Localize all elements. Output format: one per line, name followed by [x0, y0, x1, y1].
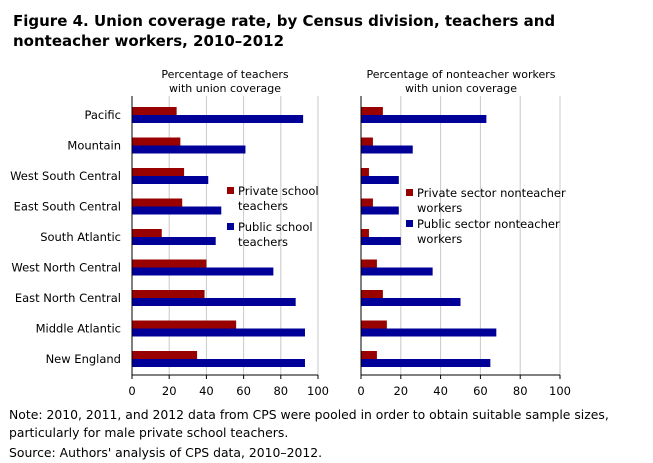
public-bar — [132, 267, 274, 276]
legend-swatch — [227, 223, 234, 230]
legend-label: teachers — [238, 235, 288, 249]
private-bar — [132, 259, 207, 268]
x-tick-label: 40 — [199, 384, 214, 398]
public-bar — [361, 115, 487, 123]
private-bar — [361, 198, 373, 207]
private-bar — [132, 137, 181, 146]
legend-label: Public sector nonteacher — [417, 217, 560, 231]
private-bar — [132, 351, 198, 359]
legend-swatch — [406, 220, 413, 227]
x-tick-label: 0 — [128, 384, 135, 398]
x-tick-label: 60 — [236, 384, 251, 398]
category-label: East North Central — [15, 291, 121, 305]
x-tick-label: 20 — [393, 384, 408, 398]
category-label: East South Central — [14, 200, 121, 214]
public-bar — [132, 237, 216, 245]
public-bar — [132, 145, 246, 154]
x-tick-label: 20 — [162, 384, 177, 398]
x-tick-label: 40 — [433, 384, 448, 398]
private-bar — [361, 290, 383, 298]
private-bar — [361, 229, 369, 237]
category-label: South Atlantic — [40, 230, 121, 244]
legend-label: Private sector nonteacher — [417, 186, 566, 200]
public-bar — [361, 359, 491, 367]
legend-swatch — [227, 187, 234, 194]
private-bar — [361, 259, 377, 268]
private-bar — [132, 168, 185, 176]
x-tick-label: 80 — [273, 384, 288, 398]
x-tick-label: 80 — [513, 384, 528, 398]
category-label: New England — [46, 352, 121, 366]
panel-title: with union coverage — [405, 82, 517, 95]
panel-title: Percentage of teachers — [161, 68, 289, 81]
category-label: Pacific — [84, 108, 121, 122]
figure-source: Source: Authors' analysis of CPS data, 2… — [9, 445, 323, 460]
public-bar — [132, 115, 304, 123]
public-bar — [132, 298, 296, 306]
legend-label: teachers — [238, 199, 288, 213]
x-tick-label: 0 — [357, 384, 364, 398]
category-label: Middle Atlantic — [36, 322, 121, 336]
private-bar — [132, 290, 205, 298]
figure-title: Figure 4. Union coverage rate, by Census… — [13, 12, 556, 50]
public-bar — [361, 267, 433, 276]
public-bar — [361, 145, 413, 154]
x-tick-label: 100 — [307, 384, 329, 398]
private-bar — [361, 351, 377, 359]
public-bar — [361, 237, 401, 245]
legend-swatch — [406, 189, 413, 196]
legend-label: Public school — [238, 220, 313, 234]
public-bar — [132, 206, 222, 215]
legend-label: Private school — [238, 184, 319, 198]
public-bar — [132, 176, 209, 184]
figure-note: Note: 2010, 2011, and 2012 data from CPS… — [9, 407, 609, 440]
private-bar — [132, 198, 183, 207]
private-bar — [361, 320, 387, 329]
public-bar — [361, 176, 399, 184]
x-tick-label: 60 — [473, 384, 488, 398]
panel-title: with union coverage — [169, 82, 281, 95]
legend-label: workers — [417, 201, 462, 215]
public-bar — [132, 328, 305, 337]
category-label: West North Central — [11, 261, 121, 275]
public-bar — [361, 298, 461, 306]
private-bar — [361, 168, 369, 176]
public-bar — [361, 206, 399, 215]
private-bar — [361, 107, 383, 115]
private-bar — [132, 107, 177, 115]
private-bar — [132, 229, 162, 237]
x-tick-label: 100 — [549, 384, 571, 398]
category-label: Mountain — [67, 139, 121, 153]
private-bar — [132, 320, 237, 329]
private-bar — [361, 137, 373, 146]
panel-title: Percentage of nonteacher workers — [366, 68, 555, 81]
public-bar — [361, 328, 497, 337]
legend-label: workers — [417, 232, 462, 246]
category-label: West South Central — [10, 169, 121, 183]
public-bar — [132, 359, 305, 367]
